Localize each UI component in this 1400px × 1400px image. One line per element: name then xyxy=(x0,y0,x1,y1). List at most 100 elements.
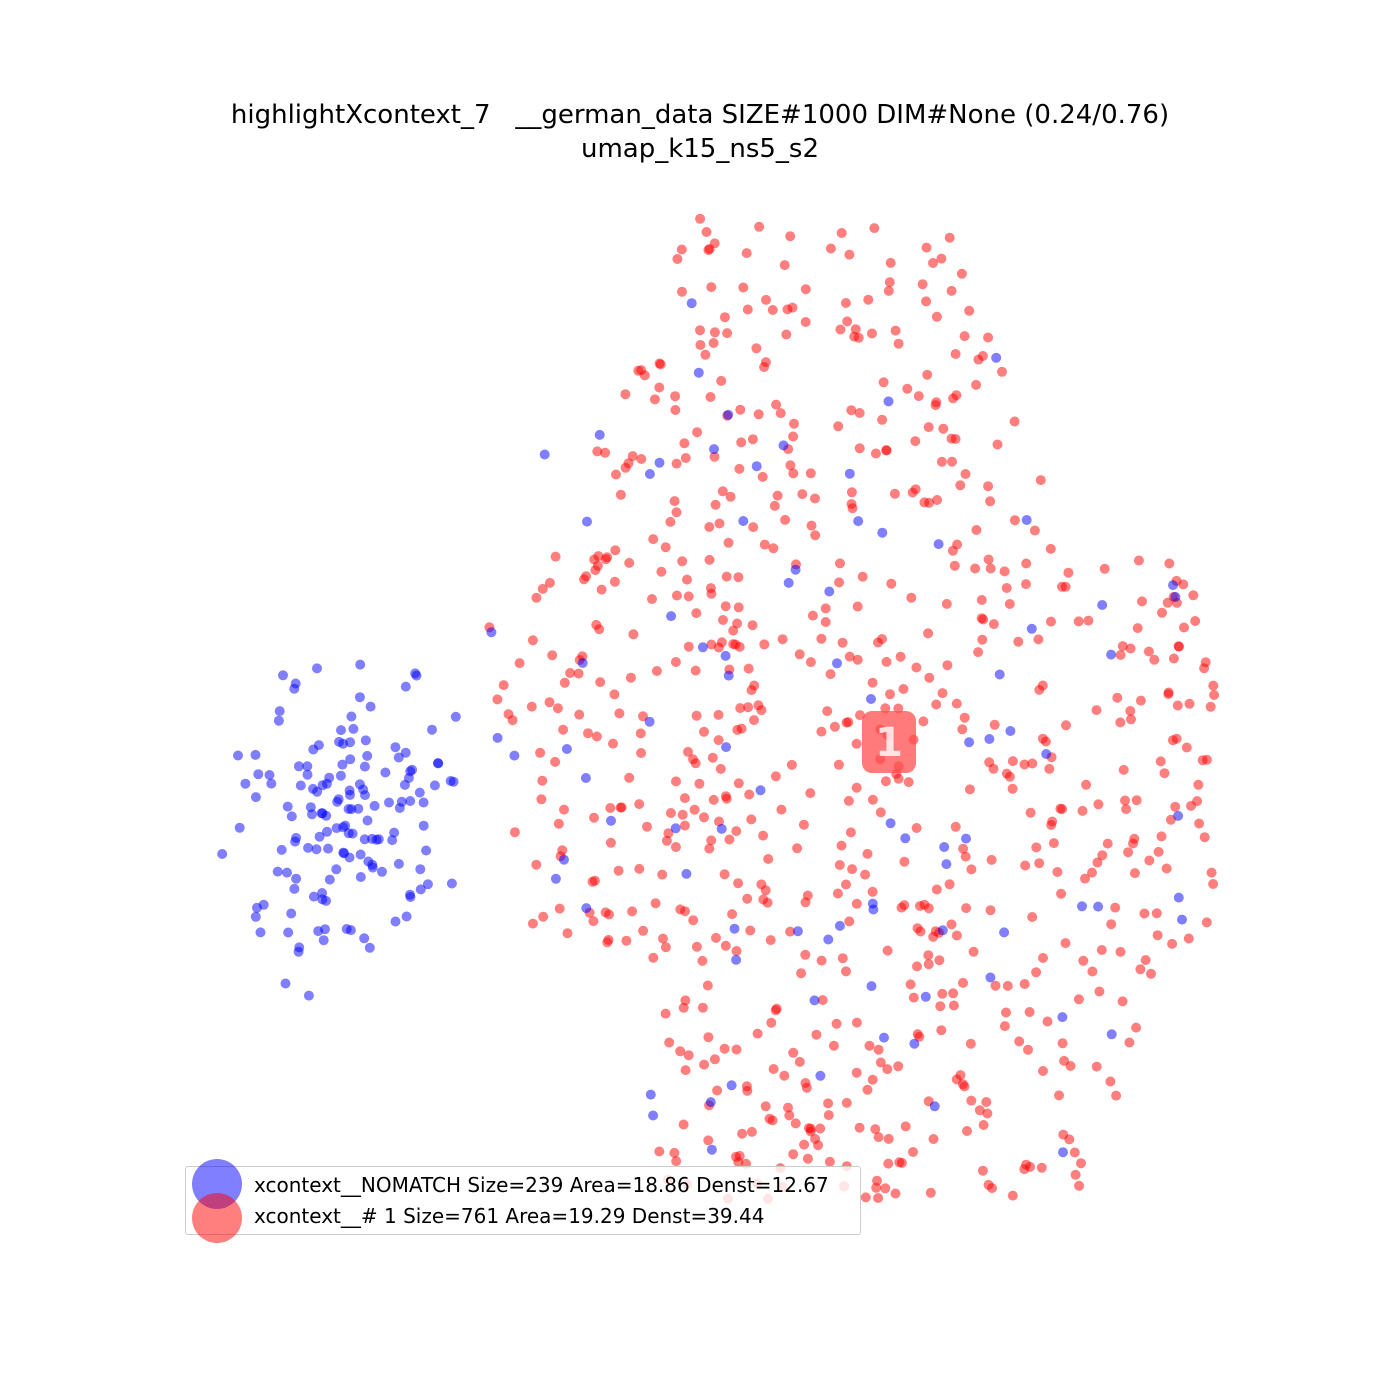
scatter-point-cluster-1 xyxy=(703,1135,714,1146)
scatter-point-cluster-1 xyxy=(1123,847,1134,858)
scatter-point-cluster-1 xyxy=(974,1105,985,1116)
scatter-point-cluster-1 xyxy=(680,453,691,463)
scatter-point-cluster-1 xyxy=(817,995,828,1006)
scatter-point-cluster-1 xyxy=(727,909,738,920)
scatter-point-cluster-1 xyxy=(1091,705,1102,716)
scatter-point-cluster-1 xyxy=(587,876,598,887)
scatter-point-nomatch xyxy=(1168,580,1178,591)
scatter-point-cluster-1 xyxy=(990,980,1001,991)
scatter-point-cluster-1 xyxy=(908,1147,918,1157)
scatter-point-cluster-1 xyxy=(878,377,889,388)
scatter-point-nomatch xyxy=(415,864,426,875)
scatter-point-cluster-1 xyxy=(625,672,636,683)
scatter-point-nomatch xyxy=(686,298,697,309)
scatter-point-cluster-1 xyxy=(948,988,959,999)
scatter-point-cluster-1 xyxy=(1076,1158,1086,1169)
scatter-point-cluster-1 xyxy=(810,493,820,504)
scatter-point-cluster-1 xyxy=(537,583,548,594)
scatter-point-nomatch xyxy=(276,844,287,855)
scatter-point-cluster-1 xyxy=(1161,863,1172,874)
scatter-point-cluster-1 xyxy=(882,945,893,956)
scatter-point-cluster-1 xyxy=(1080,873,1090,884)
scatter-point-cluster-1 xyxy=(1188,590,1199,601)
scatter-point-cluster-1 xyxy=(614,708,625,719)
scatter-point-nomatch xyxy=(336,725,346,736)
scatter-point-cluster-1 xyxy=(1063,567,1074,578)
scatter-point-nomatch xyxy=(293,761,304,772)
scatter-point-nomatch xyxy=(253,769,264,780)
scatter-point-cluster-1 xyxy=(1073,994,1084,1005)
scatter-point-nomatch xyxy=(333,794,344,805)
scatter-point-cluster-1 xyxy=(762,897,773,908)
scatter-point-nomatch xyxy=(274,706,285,717)
scatter-point-cluster-1 xyxy=(1120,795,1130,806)
scatter-point-nomatch xyxy=(303,990,314,1001)
scatter-point-cluster-1 xyxy=(988,619,999,630)
scatter-point-cluster-1 xyxy=(709,451,720,462)
scatter-point-nomatch xyxy=(414,787,425,798)
scatter-point-cluster-1 xyxy=(782,304,793,315)
scatter-point-cluster-1 xyxy=(1115,946,1126,957)
scatter-point-cluster-1 xyxy=(985,905,996,916)
scatter-point-cluster-1 xyxy=(613,865,624,876)
scatter-point-cluster-1 xyxy=(1009,515,1020,526)
scatter-point-nomatch xyxy=(723,670,734,681)
scatter-point-cluster-1 xyxy=(738,282,749,293)
scatter-point-cluster-1 xyxy=(559,677,570,688)
scatter-point-nomatch xyxy=(705,1097,716,1108)
scatter-point-cluster-1 xyxy=(873,637,883,648)
cluster-label-layer: 1 xyxy=(862,711,916,773)
scatter-point-cluster-1 xyxy=(1059,1055,1070,1066)
scatter-point-nomatch xyxy=(1177,914,1187,925)
scatter-point-cluster-1 xyxy=(537,775,548,786)
scatter-point-cluster-1 xyxy=(710,499,721,510)
scatter-point-cluster-1 xyxy=(841,879,851,890)
scatter-point-cluster-1 xyxy=(734,1150,745,1161)
scatter-point-cluster-1 xyxy=(951,1074,962,1085)
scatter-point-cluster-1 xyxy=(638,925,649,936)
scatter-point-nomatch xyxy=(272,866,283,877)
scatter-point-cluster-1 xyxy=(553,818,564,829)
scatter-point-nomatch xyxy=(486,627,497,638)
scatter-point-cluster-1 xyxy=(851,1067,862,1078)
scatter-point-nomatch xyxy=(723,409,734,420)
scatter-point-cluster-1 xyxy=(703,1032,714,1043)
scatter-point-nomatch xyxy=(999,927,1010,938)
scatter-point-nomatch xyxy=(303,842,314,853)
scatter-point-nomatch xyxy=(282,867,292,878)
scatter-point-cluster-1 xyxy=(547,650,558,661)
scatter-point-cluster-1 xyxy=(730,639,741,650)
scatter-point-nomatch xyxy=(606,815,616,826)
scatter-point-cluster-1 xyxy=(1171,733,1182,744)
scatter-point-cluster-1 xyxy=(759,639,770,650)
scatter-point-cluster-1 xyxy=(769,500,780,511)
scatter-point-cluster-1 xyxy=(718,615,728,625)
scatter-point-cluster-1 xyxy=(720,940,731,951)
scatter-point-cluster-1 xyxy=(800,317,811,327)
scatter-point-nomatch xyxy=(345,925,356,936)
scatter-point-nomatch xyxy=(1106,649,1117,660)
scatter-point-cluster-1 xyxy=(658,933,668,944)
scatter-point-cluster-1 xyxy=(697,1002,708,1013)
scatter-point-cluster-1 xyxy=(660,542,671,553)
scatter-point-nomatch xyxy=(721,742,732,753)
scatter-point-cluster-1 xyxy=(593,551,604,562)
scatter-point-cluster-1 xyxy=(966,864,977,875)
scatter-point-cluster-1 xyxy=(960,851,971,862)
scatter-point-cluster-1 xyxy=(579,574,589,585)
scatter-point-cluster-1 xyxy=(760,1101,771,1112)
scatter-point-cluster-1 xyxy=(712,1085,723,1096)
scatter-point-cluster-1 xyxy=(1125,643,1136,654)
scatter-point-cluster-1 xyxy=(1019,759,1030,770)
scatter-point-cluster-1 xyxy=(893,773,904,784)
scatter-point-cluster-1 xyxy=(711,932,721,943)
scatter-point-cluster-1 xyxy=(923,950,934,961)
scatter-point-cluster-1 xyxy=(949,560,960,571)
scatter-point-cluster-1 xyxy=(841,1097,852,1108)
scatter-point-cluster-1 xyxy=(801,1082,812,1093)
scatter-point-nomatch xyxy=(318,935,329,946)
scatter-point-cluster-1 xyxy=(679,438,690,449)
scatter-point-cluster-1 xyxy=(977,634,988,645)
scatter-point-nomatch xyxy=(731,954,742,965)
